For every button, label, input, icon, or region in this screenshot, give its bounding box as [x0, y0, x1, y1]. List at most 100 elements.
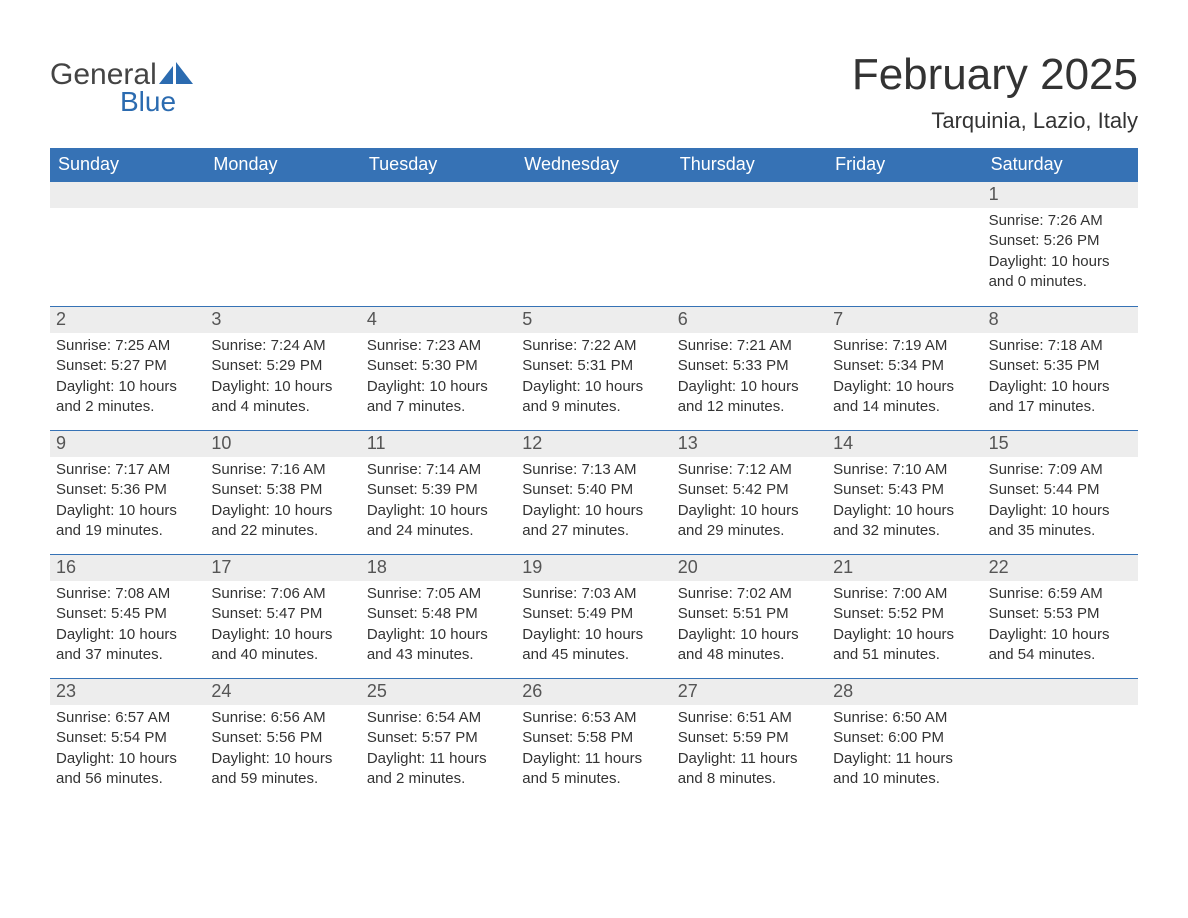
sunset-text: Sunset: 5:44 PM	[989, 480, 1132, 500]
header: General Blue February 2025 Tarquinia, La…	[50, 50, 1138, 134]
day-number: 28	[827, 679, 982, 705]
sunset-text: Sunset: 5:40 PM	[522, 480, 665, 500]
sunrise-text: Sunrise: 7:03 AM	[522, 584, 665, 604]
day-details: Sunrise: 7:19 AMSunset: 5:34 PMDaylight:…	[827, 333, 982, 417]
day-details: Sunrise: 7:00 AMSunset: 5:52 PMDaylight:…	[827, 581, 982, 665]
day-cell: 18Sunrise: 7:05 AMSunset: 5:48 PMDayligh…	[361, 555, 516, 678]
day-number: 8	[983, 307, 1138, 333]
daylight-text: Daylight: 10 hours and 4 minutes.	[211, 377, 354, 418]
weekday-header: Saturday	[983, 148, 1138, 182]
sunset-text: Sunset: 5:47 PM	[211, 604, 354, 624]
day-details: Sunrise: 6:56 AMSunset: 5:56 PMDaylight:…	[205, 705, 360, 789]
day-number	[361, 182, 516, 208]
daylight-text: Daylight: 11 hours and 8 minutes.	[678, 749, 821, 790]
day-cell: 13Sunrise: 7:12 AMSunset: 5:42 PMDayligh…	[672, 431, 827, 554]
sunrise-text: Sunrise: 7:25 AM	[56, 336, 199, 356]
weekday-header: Monday	[205, 148, 360, 182]
day-cell: 7Sunrise: 7:19 AMSunset: 5:34 PMDaylight…	[827, 307, 982, 430]
day-cell: 1Sunrise: 7:26 AMSunset: 5:26 PMDaylight…	[983, 182, 1138, 306]
sunrise-text: Sunrise: 7:00 AM	[833, 584, 976, 604]
day-number: 6	[672, 307, 827, 333]
daylight-text: Daylight: 10 hours and 17 minutes.	[989, 377, 1132, 418]
sunrise-text: Sunrise: 7:22 AM	[522, 336, 665, 356]
day-details: Sunrise: 6:53 AMSunset: 5:58 PMDaylight:…	[516, 705, 671, 789]
day-details: Sunrise: 7:17 AMSunset: 5:36 PMDaylight:…	[50, 457, 205, 541]
sunset-text: Sunset: 5:35 PM	[989, 356, 1132, 376]
daylight-text: Daylight: 10 hours and 22 minutes.	[211, 501, 354, 542]
sunset-text: Sunset: 5:27 PM	[56, 356, 199, 376]
weekday-header: Tuesday	[361, 148, 516, 182]
daylight-text: Daylight: 10 hours and 14 minutes.	[833, 377, 976, 418]
day-details: Sunrise: 6:54 AMSunset: 5:57 PMDaylight:…	[361, 705, 516, 789]
sunrise-text: Sunrise: 7:16 AM	[211, 460, 354, 480]
sunrise-text: Sunrise: 7:12 AM	[678, 460, 821, 480]
day-cell: 16Sunrise: 7:08 AMSunset: 5:45 PMDayligh…	[50, 555, 205, 678]
daylight-text: Daylight: 11 hours and 5 minutes.	[522, 749, 665, 790]
daylight-text: Daylight: 10 hours and 37 minutes.	[56, 625, 199, 666]
day-cell	[50, 182, 205, 306]
day-details: Sunrise: 7:06 AMSunset: 5:47 PMDaylight:…	[205, 581, 360, 665]
sunset-text: Sunset: 5:53 PM	[989, 604, 1132, 624]
sunset-text: Sunset: 5:43 PM	[833, 480, 976, 500]
day-number	[516, 182, 671, 208]
title-block: February 2025 Tarquinia, Lazio, Italy	[852, 50, 1138, 134]
day-number: 26	[516, 679, 671, 705]
sunset-text: Sunset: 5:31 PM	[522, 356, 665, 376]
sunset-text: Sunset: 5:33 PM	[678, 356, 821, 376]
day-number: 10	[205, 431, 360, 457]
sunrise-text: Sunrise: 7:17 AM	[56, 460, 199, 480]
day-cell	[361, 182, 516, 306]
daylight-text: Daylight: 10 hours and 9 minutes.	[522, 377, 665, 418]
sunrise-text: Sunrise: 7:21 AM	[678, 336, 821, 356]
sunrise-text: Sunrise: 6:51 AM	[678, 708, 821, 728]
weekday-header: Thursday	[672, 148, 827, 182]
day-number: 2	[50, 307, 205, 333]
day-cell: 9Sunrise: 7:17 AMSunset: 5:36 PMDaylight…	[50, 431, 205, 554]
sunset-text: Sunset: 5:30 PM	[367, 356, 510, 376]
day-cell: 5 Sunrise: 7:22 AMSunset: 5:31 PMDaylight…	[516, 307, 671, 430]
day-details: Sunrise: 7:23 AMSunset: 5:30 PMDaylight:…	[361, 333, 516, 417]
day-cell: 17Sunrise: 7:06 AMSunset: 5:47 PMDayligh…	[205, 555, 360, 678]
sunrise-text: Sunrise: 7:23 AM	[367, 336, 510, 356]
week-row: 9Sunrise: 7:17 AMSunset: 5:36 PMDaylight…	[50, 430, 1138, 554]
day-details: Sunrise: 7:16 AMSunset: 5:38 PMDaylight:…	[205, 457, 360, 541]
sunset-text: Sunset: 5:51 PM	[678, 604, 821, 624]
day-number: 15	[983, 431, 1138, 457]
day-number: 11	[361, 431, 516, 457]
sunrise-text: Sunrise: 7:02 AM	[678, 584, 821, 604]
day-cell: 14Sunrise: 7:10 AMSunset: 5:43 PMDayligh…	[827, 431, 982, 554]
sunrise-text: Sunrise: 6:54 AM	[367, 708, 510, 728]
daylight-text: Daylight: 10 hours and 35 minutes.	[989, 501, 1132, 542]
sunrise-text: Sunrise: 7:13 AM	[522, 460, 665, 480]
day-cell: 26Sunrise: 6:53 AMSunset: 5:58 PMDayligh…	[516, 679, 671, 802]
day-cell: 24Sunrise: 6:56 AMSunset: 5:56 PMDayligh…	[205, 679, 360, 802]
day-cell: 8Sunrise: 7:18 AMSunset: 5:35 PMDaylight…	[983, 307, 1138, 430]
sunrise-text: Sunrise: 7:24 AM	[211, 336, 354, 356]
day-number: 22	[983, 555, 1138, 581]
day-number	[983, 679, 1138, 705]
day-details: Sunrise: 7:13 AMSunset: 5:40 PMDaylight:…	[516, 457, 671, 541]
week-row: 1Sunrise: 7:26 AMSunset: 5:26 PMDaylight…	[50, 182, 1138, 306]
day-cell: 22Sunrise: 6:59 AMSunset: 5:53 PMDayligh…	[983, 555, 1138, 678]
day-cell	[516, 182, 671, 306]
day-cell: 25Sunrise: 6:54 AMSunset: 5:57 PMDayligh…	[361, 679, 516, 802]
day-cell: 27Sunrise: 6:51 AMSunset: 5:59 PMDayligh…	[672, 679, 827, 802]
day-details: Sunrise: 7:08 AMSunset: 5:45 PMDaylight:…	[50, 581, 205, 665]
day-number: 25	[361, 679, 516, 705]
week-row: 23Sunrise: 6:57 AMSunset: 5:54 PMDayligh…	[50, 678, 1138, 802]
day-number: 18	[361, 555, 516, 581]
day-details: Sunrise: 7:09 AMSunset: 5:44 PMDaylight:…	[983, 457, 1138, 541]
day-cell: 21Sunrise: 7:00 AMSunset: 5:52 PMDayligh…	[827, 555, 982, 678]
sunset-text: Sunset: 6:00 PM	[833, 728, 976, 748]
sunset-text: Sunset: 5:49 PM	[522, 604, 665, 624]
weekday-header: Friday	[827, 148, 982, 182]
sunrise-text: Sunrise: 7:06 AM	[211, 584, 354, 604]
day-number: 5	[516, 307, 671, 333]
sunset-text: Sunset: 5:29 PM	[211, 356, 354, 376]
sunrise-text: Sunrise: 7:05 AM	[367, 584, 510, 604]
day-number: 19	[516, 555, 671, 581]
logo-word-blue: Blue	[120, 86, 176, 118]
sunrise-text: Sunrise: 6:59 AM	[989, 584, 1132, 604]
sunrise-text: Sunrise: 7:09 AM	[989, 460, 1132, 480]
day-details: Sunrise: 7:03 AMSunset: 5:49 PMDaylight:…	[516, 581, 671, 665]
